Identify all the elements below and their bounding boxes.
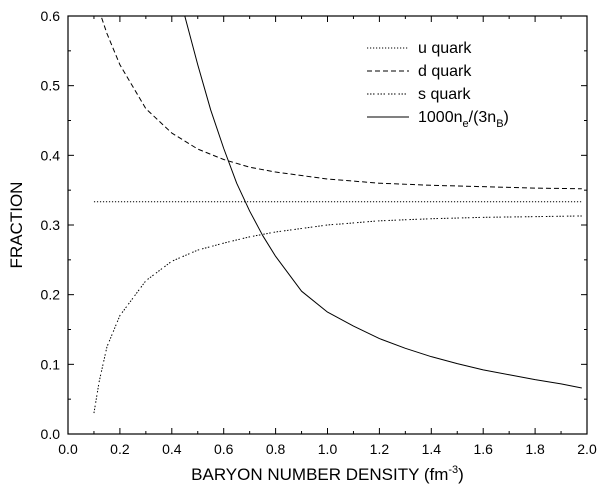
legend-label-part: u quark <box>418 40 472 57</box>
x-tick-label: 0.8 <box>266 441 286 457</box>
x-tick-label: 1.6 <box>473 441 493 457</box>
legend-label: 1000ne/(3nB) <box>418 109 509 130</box>
legend-label-part: d quark <box>418 63 472 80</box>
x-tick-label: 0.4 <box>162 441 182 457</box>
series-line-dashdot <box>93 215 582 414</box>
x-tick-label: 1.8 <box>525 441 545 457</box>
legend-label: u quark <box>418 40 472 57</box>
legend-label-part: 1000n <box>418 109 463 126</box>
series-line-solid <box>184 16 582 389</box>
series-layer <box>93 16 582 414</box>
y-tick-label: 0.0 <box>41 426 61 442</box>
y-tick-label: 0.3 <box>41 217 61 233</box>
legend-label-part: ) <box>504 109 509 126</box>
y-tick-label: 0.2 <box>41 287 61 303</box>
y-tick-label: 0.4 <box>41 147 61 163</box>
y-tick-label: 0.5 <box>41 78 61 94</box>
legend-label: d quark <box>418 63 472 80</box>
y-axis-title: FRACTION <box>7 182 26 269</box>
legend-label-part: B <box>496 118 503 130</box>
series-line-dashed <box>100 16 582 190</box>
x-axis-title: BARYON NUMBER DENSITY (fm-3) <box>191 464 464 484</box>
ticks-layer: 0.0 0.2 0.4 0.6 0.8 1.0 1.2 1.4 1.6 1.8 2.0 0.0 0.1 0… <box>41 8 597 457</box>
legend-label-part: e <box>463 118 469 130</box>
legend-label-part: /(3n <box>469 109 497 126</box>
x-tick-label: 1.0 <box>318 441 338 457</box>
x-tick-label: 0.2 <box>110 441 130 457</box>
x-tick-label: 0.6 <box>214 441 234 457</box>
y-tick-label: 0.1 <box>41 356 61 372</box>
x-tick-label: 1.2 <box>370 441 390 457</box>
x-tick-label: 1.4 <box>422 441 442 457</box>
legend: u quark d quark s quark 1000ne/(3nB) <box>367 40 509 130</box>
x-axis-title-sup: -3 <box>448 464 458 476</box>
plot-frame <box>67 15 588 435</box>
legend-label-part: s quark <box>418 86 471 103</box>
x-tick-label: 2.0 <box>577 441 597 457</box>
x-tick-label: 0.0 <box>58 441 78 457</box>
y-tick-label: 0.6 <box>41 8 61 24</box>
x-axis-title-close: ) <box>458 465 464 484</box>
legend-label: s quark <box>418 86 471 103</box>
x-axis-title-main: BARYON NUMBER DENSITY (fm <box>191 465 448 484</box>
